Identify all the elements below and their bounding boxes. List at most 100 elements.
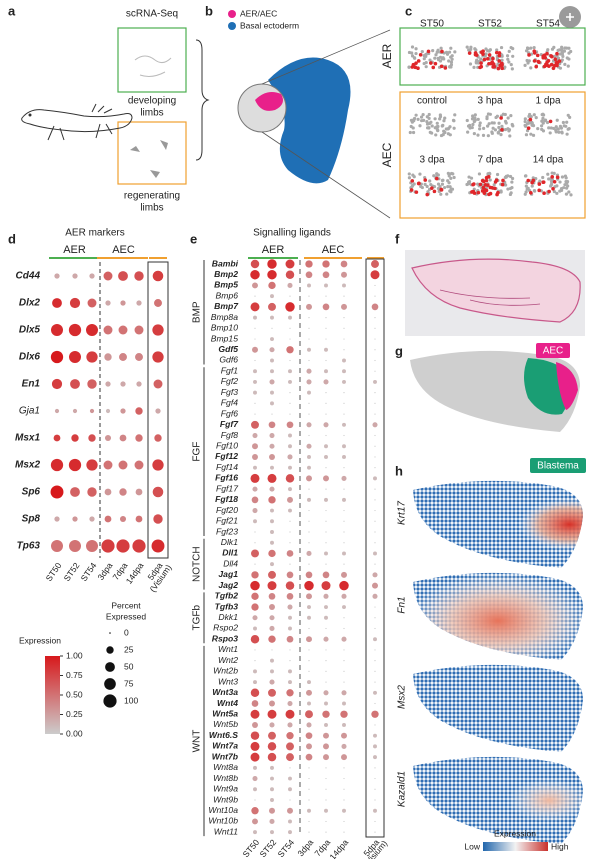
label-box [536,343,570,358]
cell [435,172,439,176]
dot [270,390,274,395]
panel-title: 1 dpa [535,96,560,107]
dot [72,408,78,414]
cell [453,113,457,117]
gene-label: Tp63 [17,541,41,552]
dot [343,542,345,544]
cell [524,49,529,53]
dot [289,392,291,394]
dot [373,379,377,384]
dot [341,593,347,599]
cell [487,122,491,126]
gene-label: Fgf17 [216,483,239,493]
gene-label: Wnt8b [213,773,238,783]
dot [89,516,95,522]
dot [343,777,345,780]
dot [119,515,127,523]
cell [481,52,485,56]
dot [120,381,126,387]
cell [433,61,438,66]
dot [341,743,347,749]
dot [287,604,293,610]
cell [531,124,536,128]
cell [541,175,545,180]
group-label: TGFb [192,605,203,631]
cell [510,186,514,190]
cell [565,120,569,124]
dot [288,830,292,835]
dot [289,327,291,329]
dot [308,434,310,437]
dot [118,271,128,281]
cell [469,45,473,49]
dot [343,327,345,329]
cell [568,115,572,119]
dot [288,444,292,449]
dot [323,690,329,696]
dot [289,359,291,362]
cell [434,53,438,57]
cell [421,113,425,117]
dot [322,260,330,268]
dot [304,580,314,591]
dot [134,460,144,470]
column-label: 3dpa [95,560,114,581]
dot [307,701,311,706]
panel-label: h [395,463,403,478]
cell [546,172,550,176]
cell [422,57,426,61]
a-regenerating: limbs [140,203,163,214]
dot [267,473,277,483]
dot [323,475,329,482]
panel-label: g [395,343,403,358]
dot [288,787,292,792]
gene-label: Dll1 [222,548,238,558]
cell [436,186,441,191]
cell [497,53,502,58]
dot [269,679,275,685]
dot [343,338,345,340]
umap-thumb [130,140,168,178]
dot [269,722,275,728]
cell [526,126,531,130]
dot [307,615,311,620]
dot [305,710,313,719]
dot [268,281,276,290]
dot [374,509,376,512]
dot [132,539,146,553]
dot [322,271,330,279]
size-label: 0 [124,627,129,637]
panel-title: 3 hpa [477,96,502,107]
dot [373,690,377,695]
dot [342,454,346,459]
dot [306,303,312,310]
zoom-icon [566,13,574,21]
cell [443,116,447,120]
cell [471,182,475,187]
size-label: 50 [124,661,134,671]
dot [308,359,310,362]
dot [251,700,259,707]
cell [407,50,412,55]
dot [254,542,256,544]
dot [269,700,275,707]
panel-label: c [405,3,412,18]
cell [555,51,559,56]
dot [371,303,379,311]
cell [495,114,499,118]
cell [551,186,555,191]
cell [449,176,453,180]
gene-label: Dkk1 [218,612,238,622]
gene-label: Gdf6 [219,355,238,365]
cell [508,192,512,197]
cell [569,193,573,197]
dot [270,337,274,342]
dot [288,508,292,513]
cell [427,116,431,120]
cell [477,172,482,176]
gene-label: Wnt9b [213,794,238,804]
dot [374,788,376,790]
dot [343,627,345,630]
cell [488,185,493,190]
dot [325,542,327,544]
